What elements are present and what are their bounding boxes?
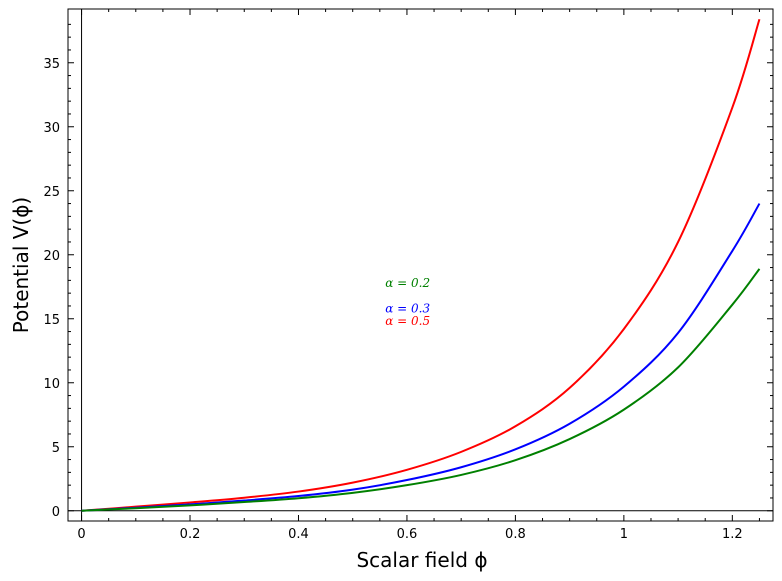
y-tick-label: 20 bbox=[43, 249, 60, 264]
x-tick-label: 0.6 bbox=[397, 527, 418, 542]
plot-frame bbox=[67, 8, 774, 522]
x-tick-label: 1.2 bbox=[722, 527, 743, 542]
y-tick-label: 5 bbox=[52, 441, 60, 456]
y-tick-label: 15 bbox=[43, 313, 60, 328]
x-tick-label: 0.4 bbox=[288, 527, 309, 542]
x-tick-label: 0 bbox=[77, 527, 85, 542]
x-axis-label: Scalar field ϕ bbox=[356, 548, 487, 572]
x-tick-label: 0.2 bbox=[180, 527, 201, 542]
y-tick-label: 35 bbox=[43, 57, 60, 72]
x-tick-label: 1 bbox=[620, 527, 628, 542]
series-line-1 bbox=[81, 203, 761, 512]
annotation-label: α = 0.5 bbox=[385, 314, 430, 328]
y-tick-label: 25 bbox=[43, 185, 60, 200]
x-tick-label: 0.8 bbox=[505, 527, 526, 542]
y-axis-label: Potential V(ϕ) bbox=[9, 197, 33, 333]
series-line-2 bbox=[81, 268, 761, 512]
annotation-label: α = 0.3 bbox=[385, 301, 430, 315]
y-tick-label: 30 bbox=[43, 121, 60, 136]
annotation-label: α = 0.2 bbox=[385, 276, 430, 290]
y-tick-label: 10 bbox=[43, 377, 60, 392]
y-tick-label: 0 bbox=[52, 505, 60, 520]
series-line-0 bbox=[81, 18, 761, 512]
